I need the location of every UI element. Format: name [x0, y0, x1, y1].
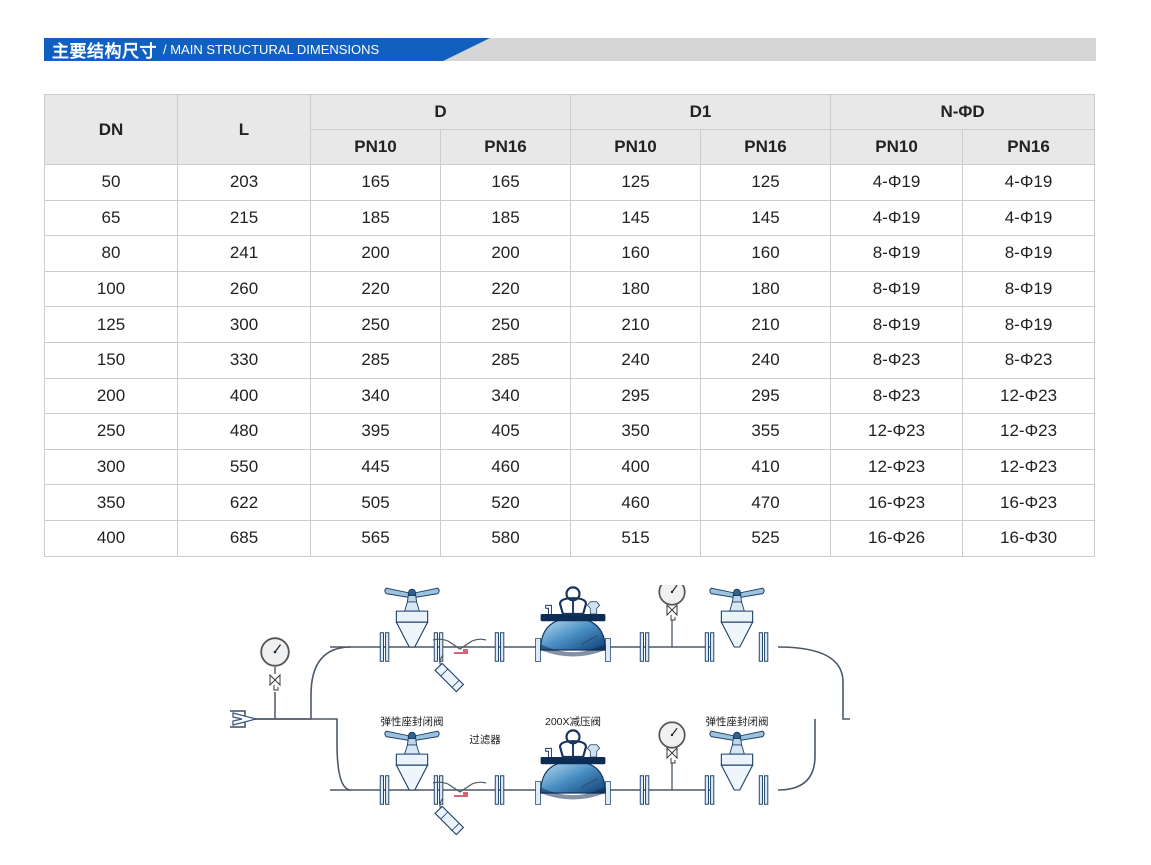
- svg-text:200X减压阀: 200X减压阀: [545, 715, 601, 728]
- svg-text:弹性座封闭阀: 弹性座封闭阀: [381, 715, 444, 728]
- svg-text:过滤器: 过滤器: [469, 733, 501, 746]
- svg-text:弹性座封闭阀: 弹性座封闭阀: [706, 715, 769, 728]
